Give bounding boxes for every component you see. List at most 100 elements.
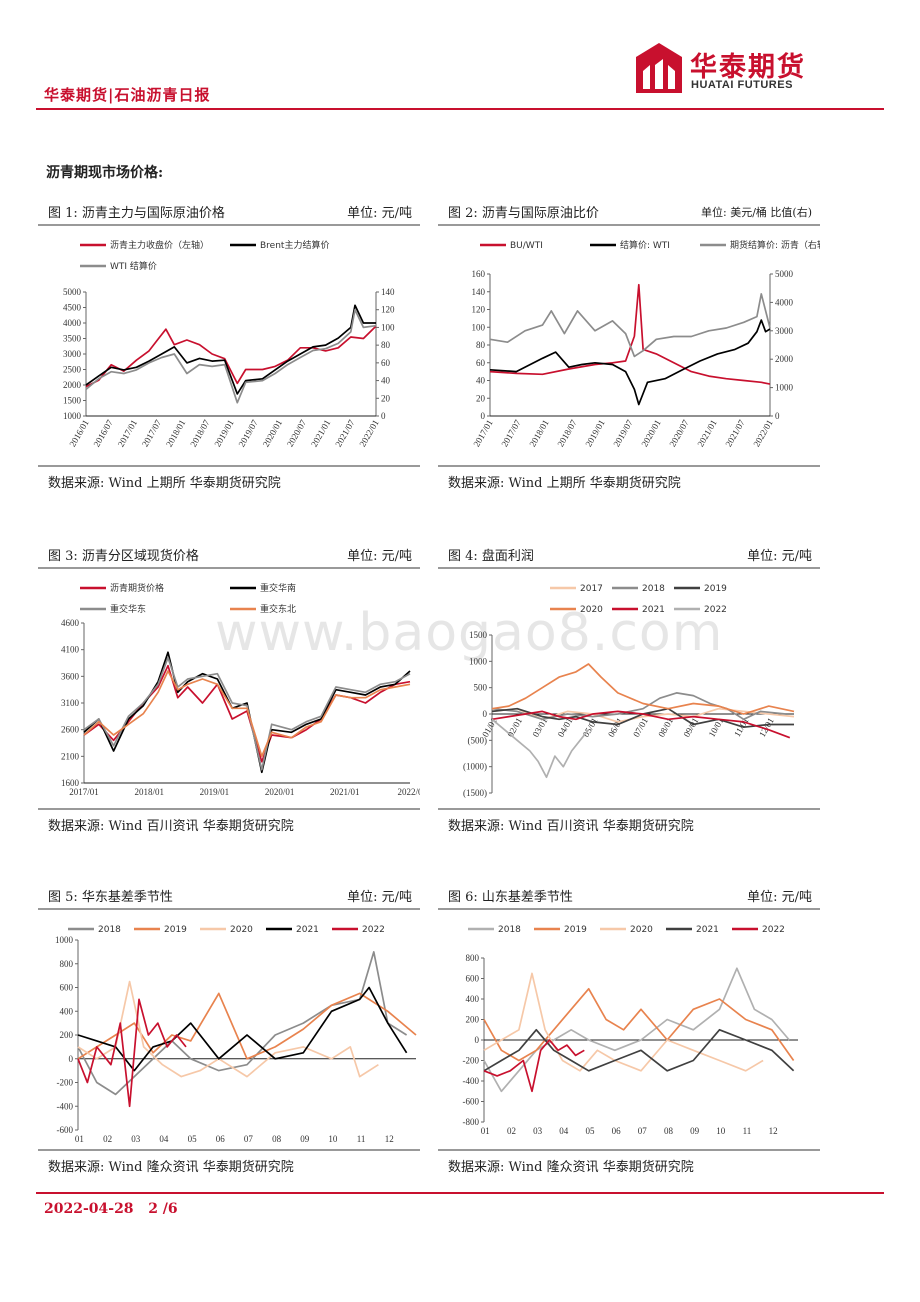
series-line xyxy=(83,651,411,774)
watermark: www.baogao8.com xyxy=(215,603,724,663)
logo-cn: 华泰期货 xyxy=(690,52,806,83)
y-tick-label-right: 120 xyxy=(381,305,395,315)
y-tick-label: 1500 xyxy=(469,630,488,640)
header-divider xyxy=(36,108,884,110)
figure-foot-rule xyxy=(38,465,420,467)
series-line xyxy=(83,656,411,771)
x-tick-label: 02/01 xyxy=(505,716,524,739)
series-line xyxy=(77,986,408,1072)
series-line xyxy=(483,987,795,1062)
chart-2: BU/WTI 结算价: WTI 期货结算价: 沥青（右轴） 160 140 120 100 8… xyxy=(471,239,820,449)
x-tick-label: 02 xyxy=(507,1126,516,1136)
figure-source: 数据来源: Wind 隆众资讯 华泰期货研究院 xyxy=(448,1160,694,1175)
x-tick-label: 2016/01 xyxy=(67,418,90,449)
y-tick-label: 160 xyxy=(472,269,486,279)
y-tick-label: 0 xyxy=(475,1035,480,1045)
figure-foot-rule xyxy=(38,808,420,810)
report-title: 华泰期货|石油沥青日报 xyxy=(44,86,211,104)
figure-source: 数据来源: Wind 百川资讯 华泰期货研究院 xyxy=(48,819,294,834)
x-tick-label: 04 xyxy=(159,1134,169,1144)
series-line xyxy=(85,308,377,404)
x-tick-label: 2017/01 xyxy=(471,418,494,449)
figure-source: 数据来源: Wind 百川资讯 华泰期货研究院 xyxy=(448,819,694,834)
x-tick-label: 02 xyxy=(103,1134,112,1144)
x-tick-label: 03 xyxy=(131,1134,141,1144)
legend-label: 2018 xyxy=(642,584,665,594)
logo-mark-icon xyxy=(636,43,682,93)
chart-1: 沥青主力收盘价（左轴） Brent主力结算价 WTI 结算价 5000 4500 4000… xyxy=(63,239,395,449)
y-tick-label: -600 xyxy=(463,1097,480,1107)
x-tick-label: 2016/07 xyxy=(91,418,115,449)
y-tick-label: 800 xyxy=(466,953,480,963)
x-tick-label: 2017/07 xyxy=(499,418,523,449)
series-line xyxy=(483,1039,585,1093)
x-tick-label: 2018/07 xyxy=(555,418,579,449)
figure-unit: 单位: 美元/桶 比值(右) xyxy=(701,206,812,219)
y-tick-label-right: 2000 xyxy=(775,354,794,364)
x-tick-label: 07/01 xyxy=(631,716,650,739)
figure-title: 图 2: 沥青与国际原油比价 xyxy=(448,206,599,221)
series-line xyxy=(489,293,771,358)
y-tick-label: 3000 xyxy=(63,349,82,359)
y-tick-label: 500 xyxy=(474,683,488,693)
y-tick-label-right: 0 xyxy=(381,411,386,421)
x-tick-label: 2019/01 xyxy=(200,787,230,797)
y-tick-label: 600 xyxy=(466,974,480,984)
figure-unit: 单位: 元/吨 xyxy=(347,890,412,905)
x-tick-label: 05 xyxy=(188,1134,198,1144)
y-tick-label: -400 xyxy=(57,1101,74,1111)
series-line xyxy=(85,325,377,388)
legend-label: 2020 xyxy=(630,925,653,935)
legend-label: 重交华东 xyxy=(110,603,146,615)
section-title: 沥青期现市场价格: xyxy=(46,165,164,181)
y-tick-label: 1000 xyxy=(63,411,82,421)
figure-head-rule xyxy=(438,567,820,569)
figure-1: 图 1: 沥青主力与国际原油价格 单位: 元/吨 沥青主力收盘价（左轴） Bren… xyxy=(38,202,420,494)
legend-label: 结算价: WTI xyxy=(620,239,670,251)
x-tick-label: 06 xyxy=(216,1134,226,1144)
y-tick-label: 60 xyxy=(476,358,486,368)
y-tick-label-right: 4000 xyxy=(775,297,794,307)
x-tick-label: 2017/01 xyxy=(116,418,139,449)
y-tick-label: 0 xyxy=(69,1054,74,1064)
y-tick-label-right: 80 xyxy=(381,340,391,350)
chart-5: 2018 2019 2020 2021 2022 1000 800 600 400 200 0 -20… xyxy=(55,925,417,1144)
legend-label: 2022 xyxy=(704,605,727,615)
y-tick-label: 2500 xyxy=(63,365,82,375)
figure-unit: 单位: 元/吨 xyxy=(747,890,812,905)
y-tick-label: 3600 xyxy=(61,671,80,681)
x-tick-label: 2020/01 xyxy=(265,787,295,797)
legend-label: 2022 xyxy=(362,925,385,935)
legend-label: 2018 xyxy=(98,925,121,935)
series-line xyxy=(489,319,771,406)
y-tick-label: 3100 xyxy=(61,698,80,708)
y-tick-label: 20 xyxy=(476,393,486,403)
figure-head-rule xyxy=(38,908,420,910)
y-tick-label: 800 xyxy=(60,959,74,969)
y-tick-label: 5000 xyxy=(63,287,82,297)
y-tick-label: 400 xyxy=(60,1006,74,1016)
figure-unit: 单位: 元/吨 xyxy=(347,549,412,564)
figure-title: 图 5: 华东基差季节性 xyxy=(48,890,173,905)
x-tick-label: 2022/0 xyxy=(397,787,420,797)
figure-head-rule xyxy=(438,908,820,910)
y-tick-label: 2100 xyxy=(61,751,80,761)
y-tick-label-right: 20 xyxy=(381,393,391,403)
figure-head-rule xyxy=(438,224,820,226)
x-tick-label: 2022/01 xyxy=(357,418,380,449)
legend-label: 2019 xyxy=(704,584,727,594)
y-tick-label-right: 0 xyxy=(775,411,780,421)
y-tick-label: (1000) xyxy=(463,762,487,772)
legend-label: 2018 xyxy=(498,925,521,935)
x-tick-label: 06 xyxy=(612,1126,622,1136)
y-tick-label: 200 xyxy=(60,1030,74,1040)
y-tick-label: -400 xyxy=(463,1076,480,1086)
y-tick-label: 100 xyxy=(472,322,486,332)
legend-label: 沥青期货价格 xyxy=(110,582,164,594)
legend-label: 期货结算价: 沥青（右轴） xyxy=(730,239,820,251)
series-line xyxy=(491,707,794,729)
series-line xyxy=(83,664,411,763)
x-tick-label: 2018/07 xyxy=(188,418,212,449)
x-tick-label: 2017/07 xyxy=(140,418,164,449)
x-tick-label: 08 xyxy=(272,1134,282,1144)
